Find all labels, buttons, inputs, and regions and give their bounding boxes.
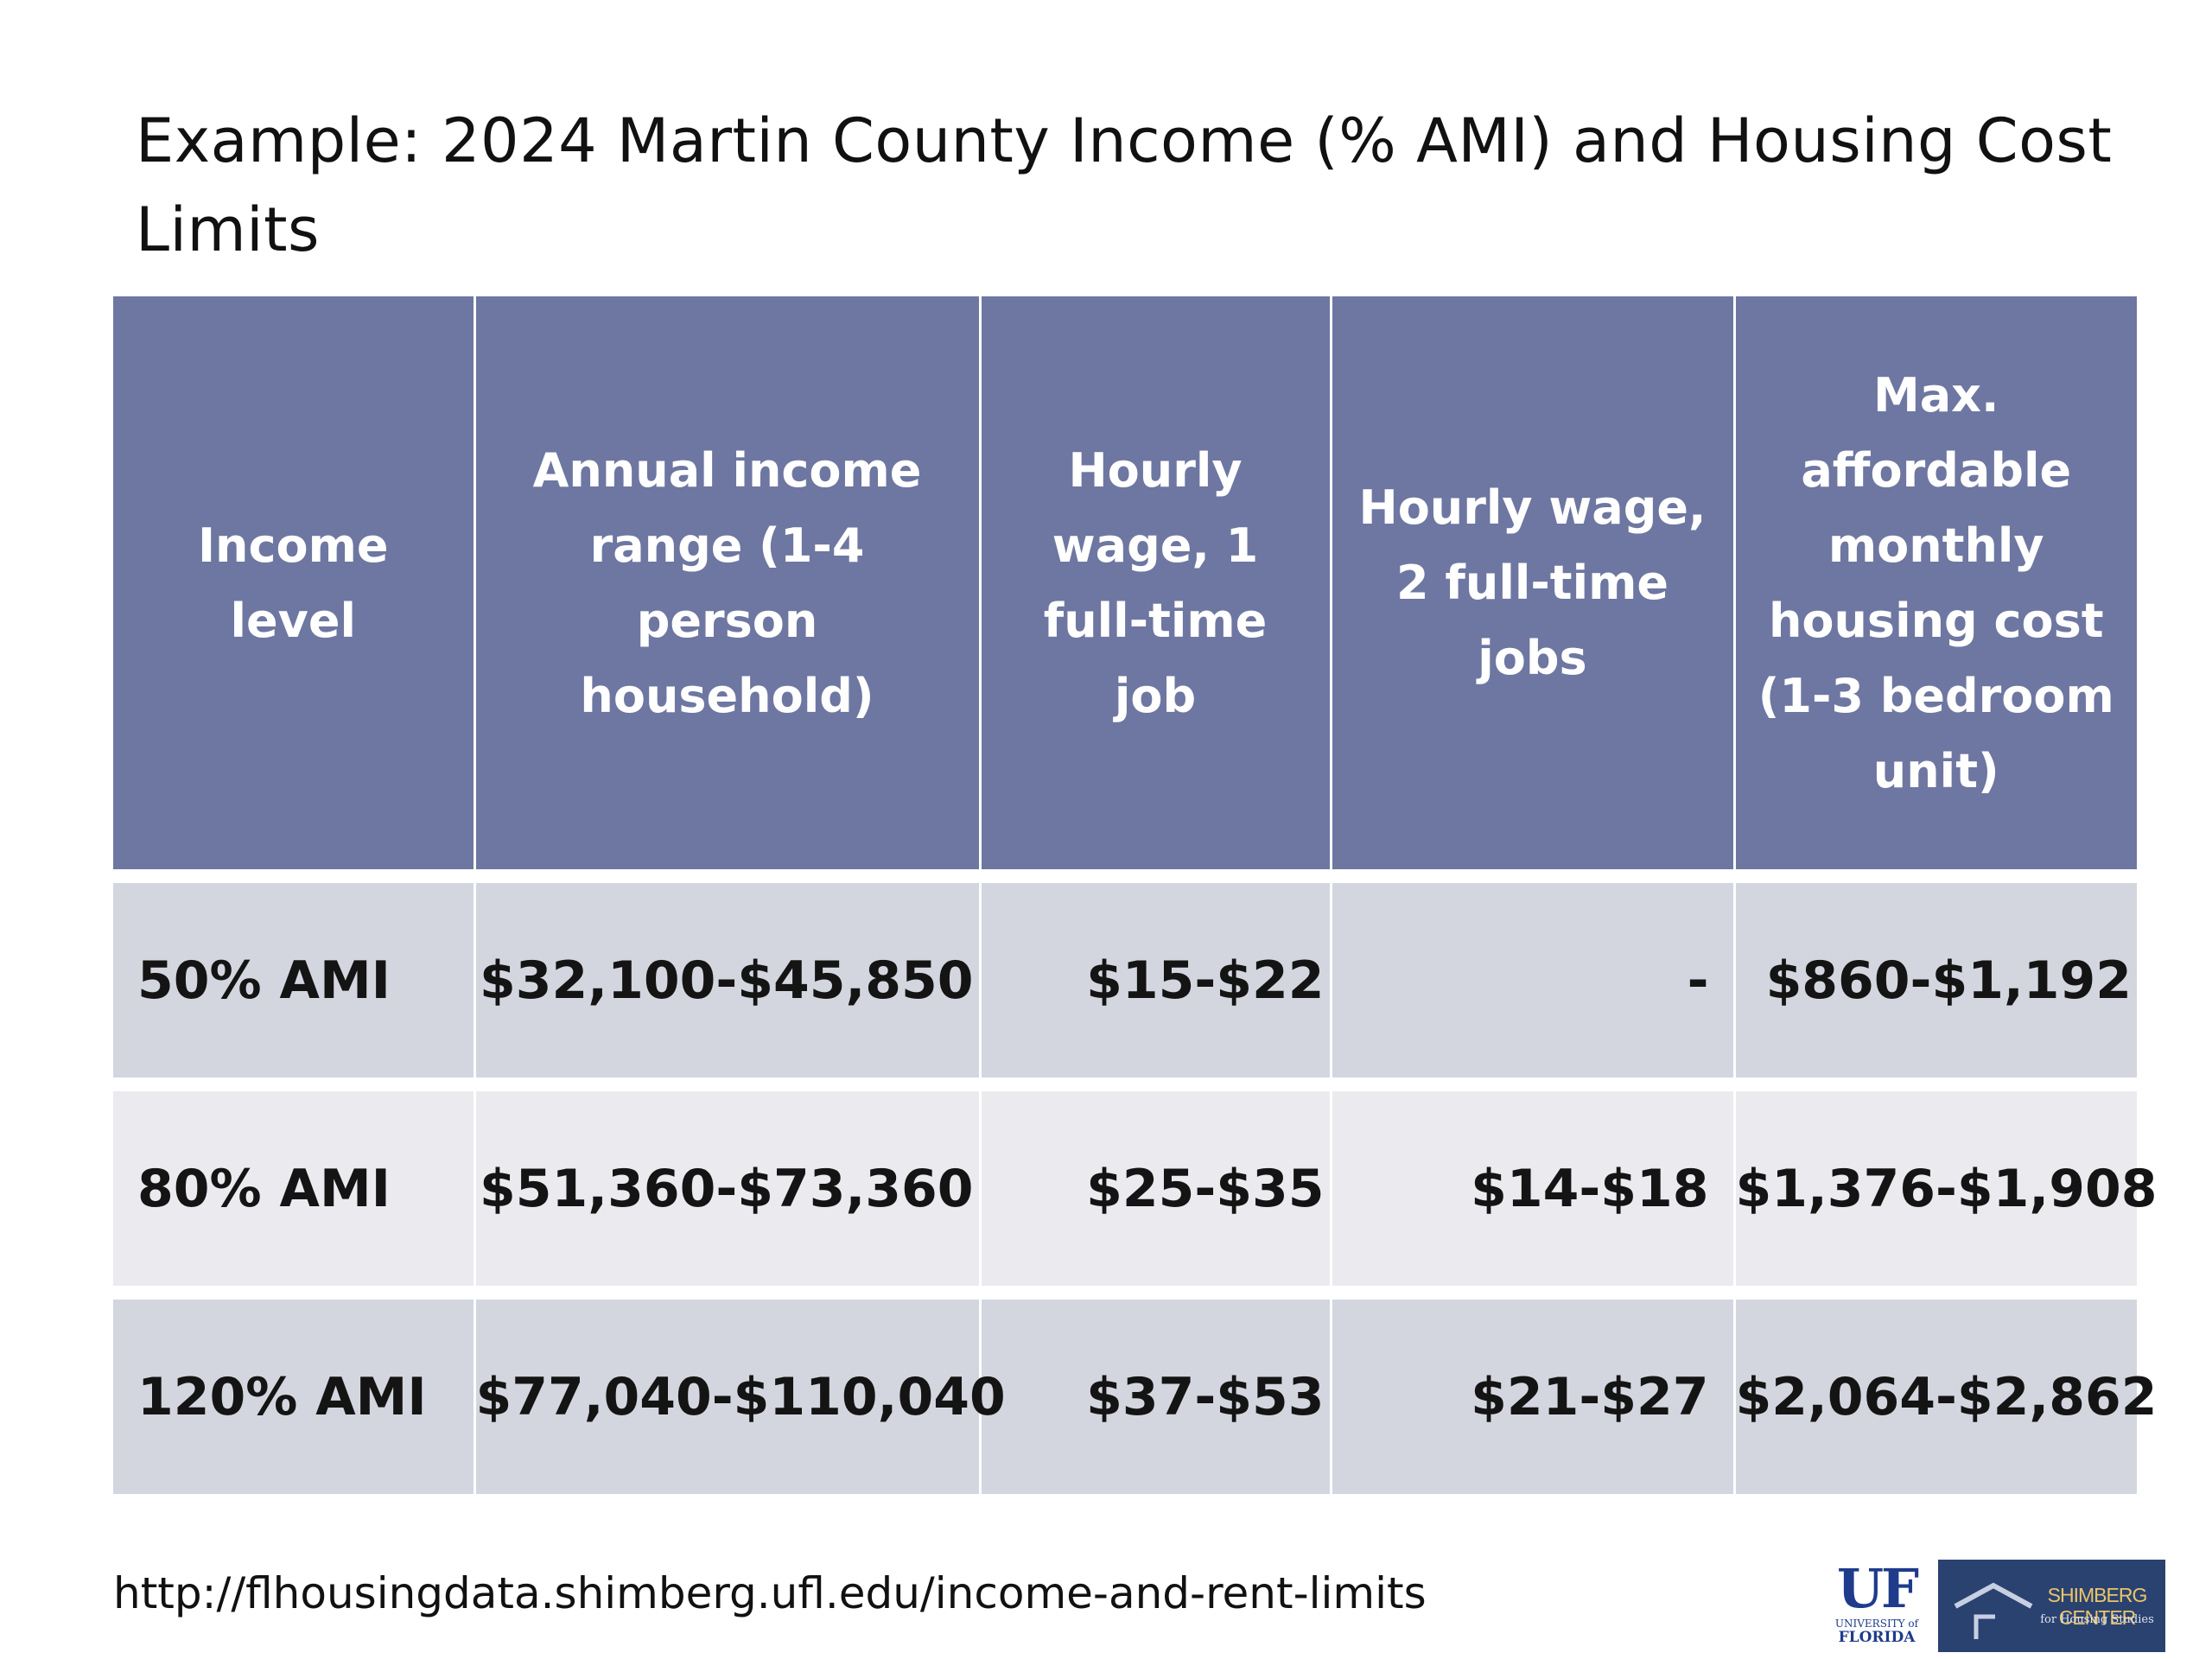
slide-title: Example: 2024 Martin County Income (% AM…	[136, 105, 2113, 265]
uf-logo-line2: FLORIDA	[1838, 1629, 1916, 1646]
table-row: 80% AMI $51,360-$73,360 $25-$35 $14-$18 …	[113, 1084, 2157, 1300]
cell-hourly-wage-1-job: $15-$22	[978, 876, 1332, 1091]
table-row: 120% AMI $77,040-$110,040 $37-$53 $21-$2…	[113, 1293, 2157, 1494]
header-income-level: Income level	[113, 296, 476, 883]
cell-annual-income-range: $32,100-$45,850	[473, 876, 982, 1091]
shimberg-house-icon	[1954, 1582, 2033, 1639]
uf-logo-line1: UNIVERSITY of	[1834, 1618, 1919, 1630]
cell-hourly-wage-1-job: $37-$53	[978, 1293, 1332, 1494]
cell-hourly-wage-2-jobs: -	[1329, 876, 1736, 1091]
cell-annual-income-range: $51,360-$73,360	[473, 1084, 982, 1300]
cell-income-level: 80% AMI	[113, 1084, 476, 1300]
shimberg-logo: SHIMBERG CENTER for Housing Studies	[1938, 1560, 2165, 1652]
cell-hourly-wage-1-job: $25-$35	[978, 1084, 1332, 1300]
cell-hourly-wage-2-jobs: $14-$18	[1329, 1084, 1736, 1300]
table-row: 50% AMI $32,100-$45,850 $15-$22 - $860-$…	[113, 876, 2137, 1091]
source-link[interactable]: http://flhousingdata.shimberg.ufl.edu/in…	[113, 1568, 1427, 1618]
income-housing-table: Income level Annual income range (1-4 pe…	[113, 296, 2157, 1494]
cell-max-housing-cost: $1,376-$1,908	[1732, 1084, 2157, 1300]
uf-logo: UF UNIVERSITY of FLORIDA	[1834, 1560, 1920, 1647]
cell-income-level: 120% AMI	[113, 1293, 476, 1494]
header-hourly-wage-2-jobs: Hourly wage, 2 full-time jobs	[1329, 296, 1736, 883]
uf-logo-mark: UF	[1836, 1557, 1919, 1620]
shimberg-tagline: for Housing Studies	[2040, 1613, 2154, 1626]
header-annual-income-range: Annual income range (1-4 person househol…	[473, 296, 982, 883]
header-max-housing-cost: Max. affordable monthly housing cost (1-…	[1732, 296, 2137, 883]
cell-max-housing-cost: $2,064-$2,862	[1732, 1293, 2157, 1494]
header-hourly-wage-1-job: Hourly wage, 1 full-time job	[978, 296, 1332, 883]
cell-income-level: 50% AMI	[113, 876, 476, 1091]
cell-annual-income-range: $77,040-$110,040	[473, 1293, 1006, 1494]
shimberg-name: SHIMBERG CENTER	[2047, 1584, 2148, 1629]
table-header-row: Income level Annual income range (1-4 pe…	[113, 296, 2137, 883]
cell-hourly-wage-2-jobs: $21-$27	[1329, 1293, 1736, 1494]
cell-max-housing-cost: $860-$1,192	[1732, 876, 2137, 1091]
